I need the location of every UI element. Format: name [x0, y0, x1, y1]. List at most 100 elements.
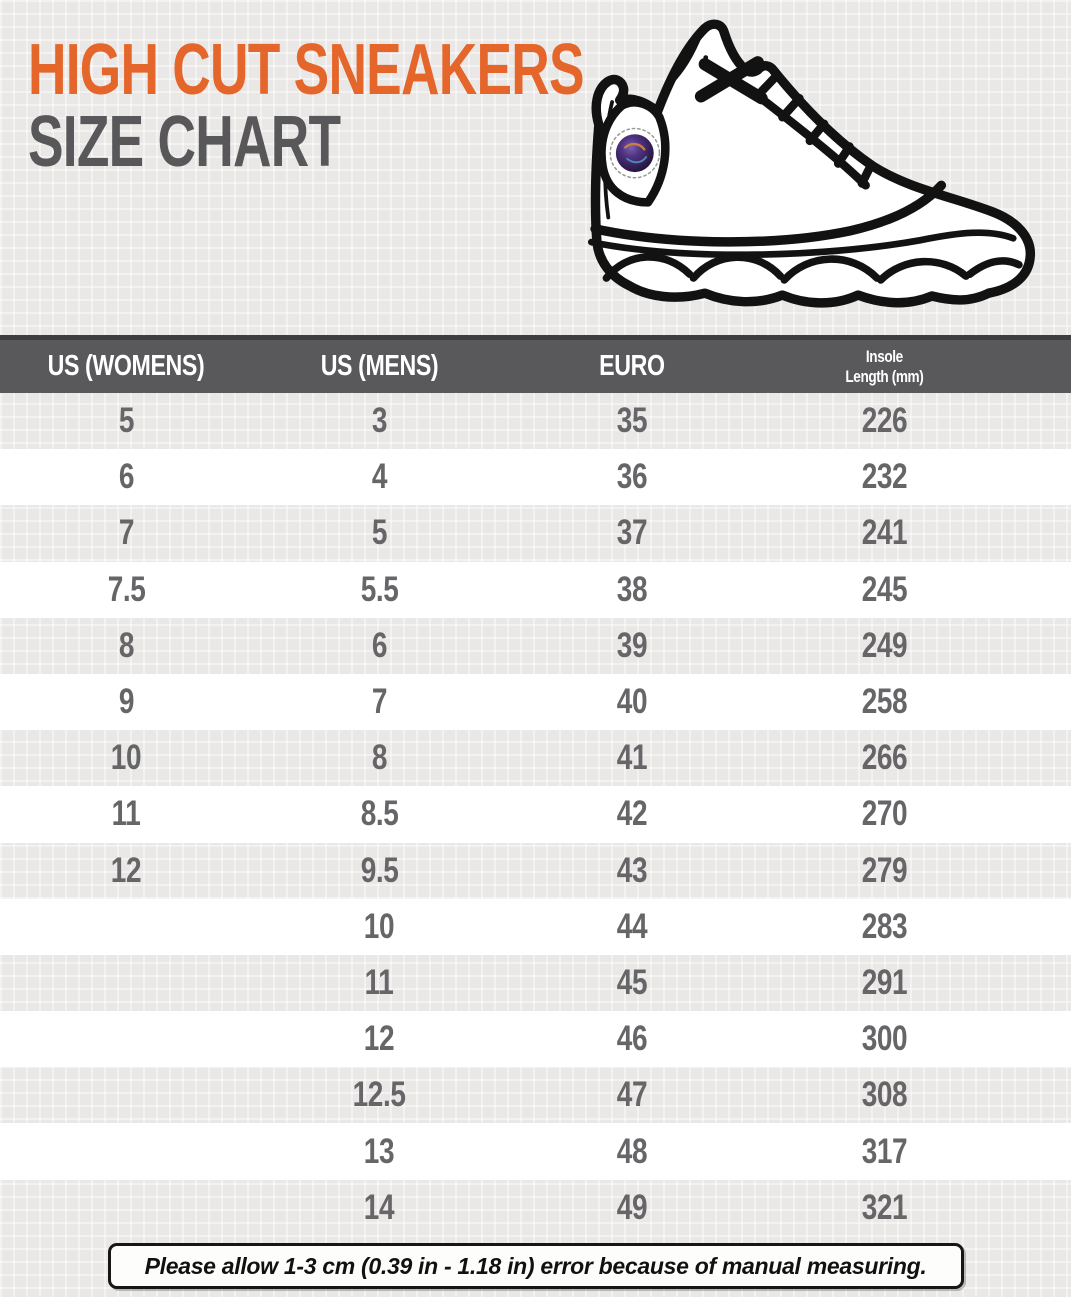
- cell-euro: 40: [616, 682, 648, 722]
- cell-us-mens: 4: [371, 457, 388, 497]
- column-header: US (MENS): [253, 350, 506, 383]
- cell-us-womens: 5: [118, 401, 135, 441]
- cell-us-mens: 5: [371, 513, 388, 553]
- cell-euro: 48: [616, 1131, 648, 1171]
- cell-euro: 43: [616, 850, 648, 890]
- lace-rungs: [753, 71, 876, 188]
- cell-euro: 39: [616, 625, 648, 665]
- cell-us-womens: 9: [118, 682, 135, 722]
- column-header: EURO: [506, 350, 759, 383]
- cell-us-womens: [0, 1019, 253, 1059]
- cell-euro: 46: [616, 1019, 648, 1059]
- cell-us-womens: 7: [118, 513, 135, 553]
- cell-insole-mm: 279: [861, 850, 908, 890]
- note-area: Please allow 1-3 cm (0.39 in - 1.18 in) …: [0, 1236, 1071, 1297]
- sole-top-line: [587, 229, 1017, 259]
- cell-insole-mm: 258: [861, 682, 908, 722]
- hologram-swirl-cool: [626, 155, 648, 164]
- table-row: 8 6 39 249: [0, 618, 1071, 674]
- sole-pods: [602, 253, 1023, 284]
- cell-insole-mm: 283: [861, 906, 908, 946]
- cell-us-womens: 12: [111, 850, 142, 890]
- title-line-1: HIGH CUT SNEAKERS: [28, 30, 585, 110]
- measuring-note-text: Please allow 1-3 cm (0.39 in - 1.18 in) …: [144, 1252, 927, 1279]
- cell-us-mens: 6: [371, 625, 388, 665]
- cell-us-mens: 9.5: [360, 850, 398, 890]
- column-header-label: EURO: [599, 350, 665, 382]
- cell-us-mens: 8: [371, 738, 388, 778]
- column-header: Insole Length (mm): [758, 347, 1011, 386]
- cell-us-mens: 13: [363, 1131, 395, 1171]
- stitch-ring: [609, 127, 661, 179]
- cell-insole-mm: 317: [861, 1131, 908, 1171]
- cell-insole-mm: 226: [861, 401, 908, 441]
- cell-us-mens: 12.5: [352, 1075, 406, 1115]
- header: HIGH CUT SNEAKERS SIZE CHART: [0, 0, 1071, 335]
- cell-insole-mm: 241: [861, 513, 908, 553]
- table-row: 12 9.5 43 279: [0, 843, 1071, 899]
- cell-insole-mm: 270: [861, 794, 908, 834]
- cell-us-womens: 8: [118, 625, 135, 665]
- cell-insole-mm: 232: [861, 457, 908, 497]
- table-row: 11 45 291: [0, 955, 1071, 1011]
- table-row: 14 49 321: [0, 1180, 1071, 1236]
- table-row: 7.5 5.5 38 245: [0, 561, 1071, 618]
- cell-insole-mm: 321: [861, 1187, 908, 1227]
- table-row: 13 48 317: [0, 1123, 1071, 1180]
- measuring-note: Please allow 1-3 cm (0.39 in - 1.18 in) …: [107, 1243, 964, 1290]
- hologram-swirl-warm: [624, 142, 646, 151]
- column-header-label: US (WOMENS): [48, 350, 205, 382]
- cell-insole-mm: 300: [861, 1019, 908, 1059]
- cell-us-mens: 5.5: [360, 569, 398, 609]
- cell-us-mens: 12: [363, 1019, 395, 1059]
- cell-euro: 42: [616, 794, 648, 834]
- page-title: HIGH CUT SNEAKERS SIZE CHART: [28, 34, 779, 178]
- cell-us-mens: 3: [371, 401, 388, 441]
- table-body: 5 3 35 226 6 4 36 232 7 5 37 241 7.5 5.5 38 245 8 6 39 249 9…: [0, 393, 1071, 1236]
- cell-euro: 35: [616, 401, 648, 441]
- lace-rail: [750, 89, 870, 190]
- table-row: 11 8.5 42 270: [0, 786, 1071, 843]
- table-row: 10 8 41 266: [0, 730, 1071, 786]
- cell-insole-mm: 291: [861, 962, 908, 1002]
- cell-us-womens: [0, 907, 253, 947]
- cell-us-womens: [0, 1188, 253, 1228]
- table-row: 7 5 37 241: [0, 505, 1071, 561]
- cell-us-mens: 11: [364, 962, 394, 1002]
- cell-us-mens: 10: [363, 906, 395, 946]
- column-header: US (WOMENS): [0, 350, 253, 383]
- cell-us-womens: 7.5: [107, 569, 146, 609]
- table-row: 12 46 300: [0, 1011, 1071, 1068]
- cell-us-mens: 14: [363, 1187, 395, 1227]
- cell-euro: 47: [616, 1075, 648, 1115]
- table-row: 12.5 47 308: [0, 1067, 1071, 1123]
- midsole-sweep: [590, 180, 947, 247]
- cell-euro: 36: [616, 457, 648, 497]
- cell-insole-mm: 245: [861, 569, 908, 609]
- table-row: 6 4 36 232: [0, 449, 1071, 506]
- cell-euro: 44: [616, 906, 648, 946]
- cell-us-womens: 6: [118, 457, 135, 497]
- table-row: 9 7 40 258: [0, 673, 1071, 731]
- size-table: US (WOMENS) US (MENS) EURO Insole Length (mm…: [0, 335, 1071, 1236]
- cell-us-womens: [0, 1075, 253, 1115]
- column-header-label: Insole: [866, 346, 904, 366]
- table-row: 10 44 283: [0, 898, 1071, 955]
- cell-insole-mm: 249: [861, 625, 908, 665]
- tongue-line: [668, 32, 703, 86]
- column-header-label: US (MENS): [320, 350, 438, 382]
- hologram-badge: [615, 134, 654, 173]
- cell-us-mens: 7: [371, 682, 388, 722]
- cell-insole-mm: 308: [861, 1075, 908, 1115]
- column-header-sublabel: Length (mm): [845, 366, 924, 386]
- cell-euro: 41: [616, 738, 648, 778]
- cell-euro: 45: [616, 962, 648, 1002]
- cell-euro: 49: [616, 1187, 648, 1227]
- table-row: 5 3 35 226: [0, 393, 1071, 449]
- table-header-row: US (WOMENS) US (MENS) EURO Insole Length (mm…: [0, 335, 1071, 393]
- cell-us-womens: 11: [111, 794, 141, 834]
- cell-insole-mm: 266: [861, 738, 908, 778]
- title-line-2: SIZE CHART: [28, 102, 341, 182]
- cell-us-womens: 10: [111, 738, 142, 778]
